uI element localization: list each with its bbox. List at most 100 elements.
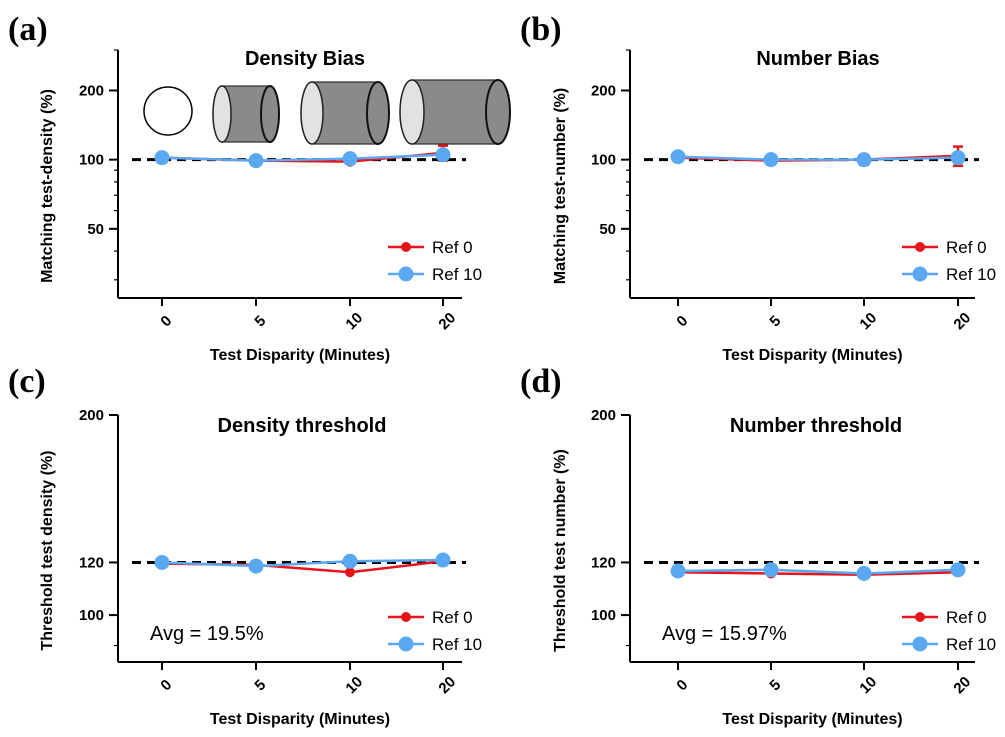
data-point <box>763 152 779 168</box>
data-point <box>856 152 872 168</box>
data-point <box>345 567 355 578</box>
data-point <box>154 554 170 570</box>
x-tick-label: 0 <box>673 312 691 330</box>
y-tick-label: 100 <box>79 152 104 169</box>
panel-letter: (a) <box>8 11 48 48</box>
y-axis-label: Threshold test density (%) <box>39 450 56 650</box>
x-tick-label: 5 <box>766 676 784 694</box>
legend-marker <box>912 636 928 652</box>
panel-letter: (c) <box>8 363 46 400</box>
legend-label: Ref 10 <box>946 265 996 284</box>
data-point <box>670 149 686 165</box>
data-point <box>342 553 358 569</box>
chart-panel-1: (a) Density Bias 50 100 200 0 5 10 20 Test Dispar… <box>8 11 511 364</box>
legend-marker <box>915 242 925 252</box>
x-tick-label: 20 <box>950 309 974 333</box>
legend-label: Ref 0 <box>432 608 473 627</box>
data-point <box>435 552 451 568</box>
x-tick-label: 10 <box>856 673 880 697</box>
data-point <box>950 150 966 166</box>
legend-label: Ref 0 <box>432 238 473 257</box>
legend: Ref 0 Ref 10 <box>902 238 996 284</box>
x-axis-label: Test Disparity (Minutes) <box>722 347 902 364</box>
series-ref10 <box>670 149 966 168</box>
data-point <box>950 562 966 578</box>
x-tick-label: 20 <box>950 673 974 697</box>
cylinder-icon <box>212 85 280 143</box>
series-ref10 <box>154 552 451 574</box>
legend-marker <box>912 266 928 282</box>
panel-letter: (b) <box>520 11 562 48</box>
stimulus-icons <box>143 79 511 145</box>
x-axis-label: Test Disparity (Minutes) <box>210 347 390 364</box>
series-ref10 <box>670 562 966 581</box>
y-tick-label: 200 <box>591 82 616 99</box>
series-line <box>161 558 444 568</box>
y-tick-label: 100 <box>591 607 616 624</box>
x-tick-label: 0 <box>673 676 691 694</box>
legend-label: Ref 10 <box>946 635 996 654</box>
legend-marker <box>398 636 414 652</box>
average-annotation: Avg = 15.97% <box>662 623 787 645</box>
cylinder-rim <box>485 79 511 145</box>
cylinder-end <box>399 79 425 145</box>
x-tick-label: 5 <box>766 312 784 330</box>
data-point <box>342 151 358 167</box>
average-annotation: Avg = 19.5% <box>150 623 264 645</box>
y-tick-label: 200 <box>591 407 616 424</box>
chart-panel-4: (d) Number threshold 100 120 200 0 5 10 20 Test D… <box>520 363 996 728</box>
legend-marker <box>915 612 925 622</box>
y-axis-label: Matching test-density (%) <box>39 89 56 283</box>
y-axis-label: Matching test-number (%) <box>552 88 569 284</box>
y-tick-label: 200 <box>79 82 104 99</box>
cylinder-end <box>212 85 232 143</box>
data-point <box>763 562 779 578</box>
x-tick-label: 5 <box>251 676 269 694</box>
series-line <box>161 153 444 162</box>
legend: Ref 0 Ref 10 <box>388 238 482 284</box>
x-axis-label: Test Disparity (Minutes) <box>210 711 390 728</box>
y-tick-label: 100 <box>79 607 104 624</box>
series-ref0 <box>673 567 963 580</box>
panel-letter: (d) <box>520 363 562 400</box>
data-point <box>248 153 264 169</box>
x-tick-label: 10 <box>342 673 366 697</box>
data-point <box>248 558 264 574</box>
data-point <box>154 150 170 166</box>
legend: Ref 0 Ref 10 <box>902 608 996 654</box>
x-tick-label: 5 <box>251 312 269 330</box>
legend-label: Ref 10 <box>432 265 482 284</box>
y-tick-label: 120 <box>591 554 616 571</box>
data-point <box>435 147 451 163</box>
chart-panel-2: (b) Number Bias 50 100 200 0 5 10 20 Test Dispari… <box>520 11 996 364</box>
cylinder-rim <box>366 81 390 145</box>
chart-title: Density threshold <box>218 415 387 437</box>
legend: Ref 0 Ref 10 <box>388 608 482 654</box>
series-ref0 <box>673 145 963 168</box>
legend-label: Ref 0 <box>946 238 987 257</box>
cylinder-rim <box>260 85 280 143</box>
cylinder-icon <box>300 81 390 145</box>
legend-marker <box>401 612 411 622</box>
x-tick-label: 20 <box>435 309 459 333</box>
series-line <box>677 570 959 576</box>
chart-title: Number threshold <box>730 415 902 437</box>
legend-marker <box>401 242 411 252</box>
series-line <box>677 155 959 161</box>
y-tick-label: 100 <box>591 152 616 169</box>
cylinder-icon <box>399 79 511 145</box>
x-tick-label: 20 <box>435 673 459 697</box>
x-tick-label: 10 <box>342 309 366 333</box>
series-ref10 <box>154 147 451 169</box>
legend-label: Ref 10 <box>432 635 482 654</box>
y-axis-label: Threshold test number (%) <box>552 449 569 652</box>
chart-title: Density Bias <box>245 48 365 70</box>
y-tick-label: 120 <box>79 554 104 571</box>
legend-label: Ref 0 <box>946 608 987 627</box>
y-tick-label: 50 <box>87 221 104 238</box>
data-point <box>670 563 686 579</box>
circle-icon <box>143 86 193 136</box>
cylinder-end <box>300 81 324 145</box>
